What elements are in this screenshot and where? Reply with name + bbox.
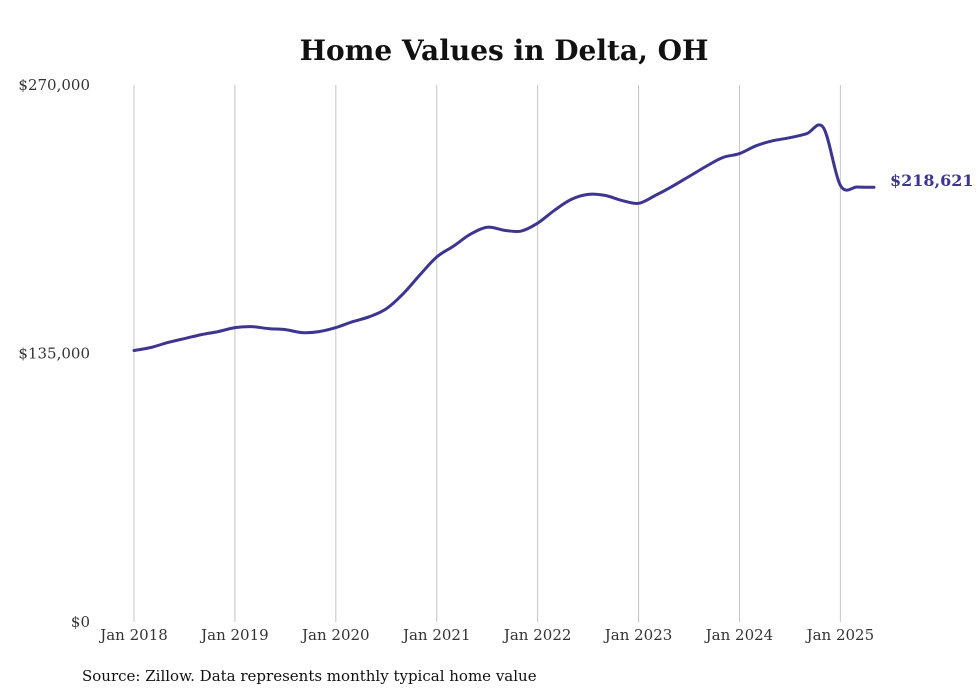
y-tick-label: $0 — [71, 613, 90, 631]
x-tick-label: Jan 2022 — [502, 626, 572, 644]
y-tick-label: $270,000 — [18, 76, 90, 94]
x-tick-label: Jan 2020 — [300, 626, 370, 644]
series-line — [132, 123, 876, 352]
x-tick-label: Jan 2019 — [199, 626, 269, 644]
x-tick-label: Jan 2025 — [805, 626, 875, 644]
grid-layer — [133, 85, 841, 622]
x-axis-ticks: Jan 2018 Jan 2019 Jan 2020 Jan 2021 Jan 2022… — [98, 626, 874, 644]
last-value-label: $218,621 — [890, 171, 974, 190]
x-tick-label: Jan 2021 — [401, 626, 471, 644]
y-axis-ticks: $0 $135,000 $270,000 — [18, 76, 90, 631]
y-tick-label: $135,000 — [18, 345, 90, 363]
x-tick-label: Jan 2023 — [603, 626, 673, 644]
x-tick-label: Jan 2018 — [98, 626, 168, 644]
series-layer — [132, 123, 876, 352]
source-note: Source: Zillow. Data represents monthly … — [82, 667, 537, 685]
chart-title: Home Values in Delta, OH — [300, 34, 709, 67]
x-tick-label: Jan 2024 — [704, 626, 774, 644]
